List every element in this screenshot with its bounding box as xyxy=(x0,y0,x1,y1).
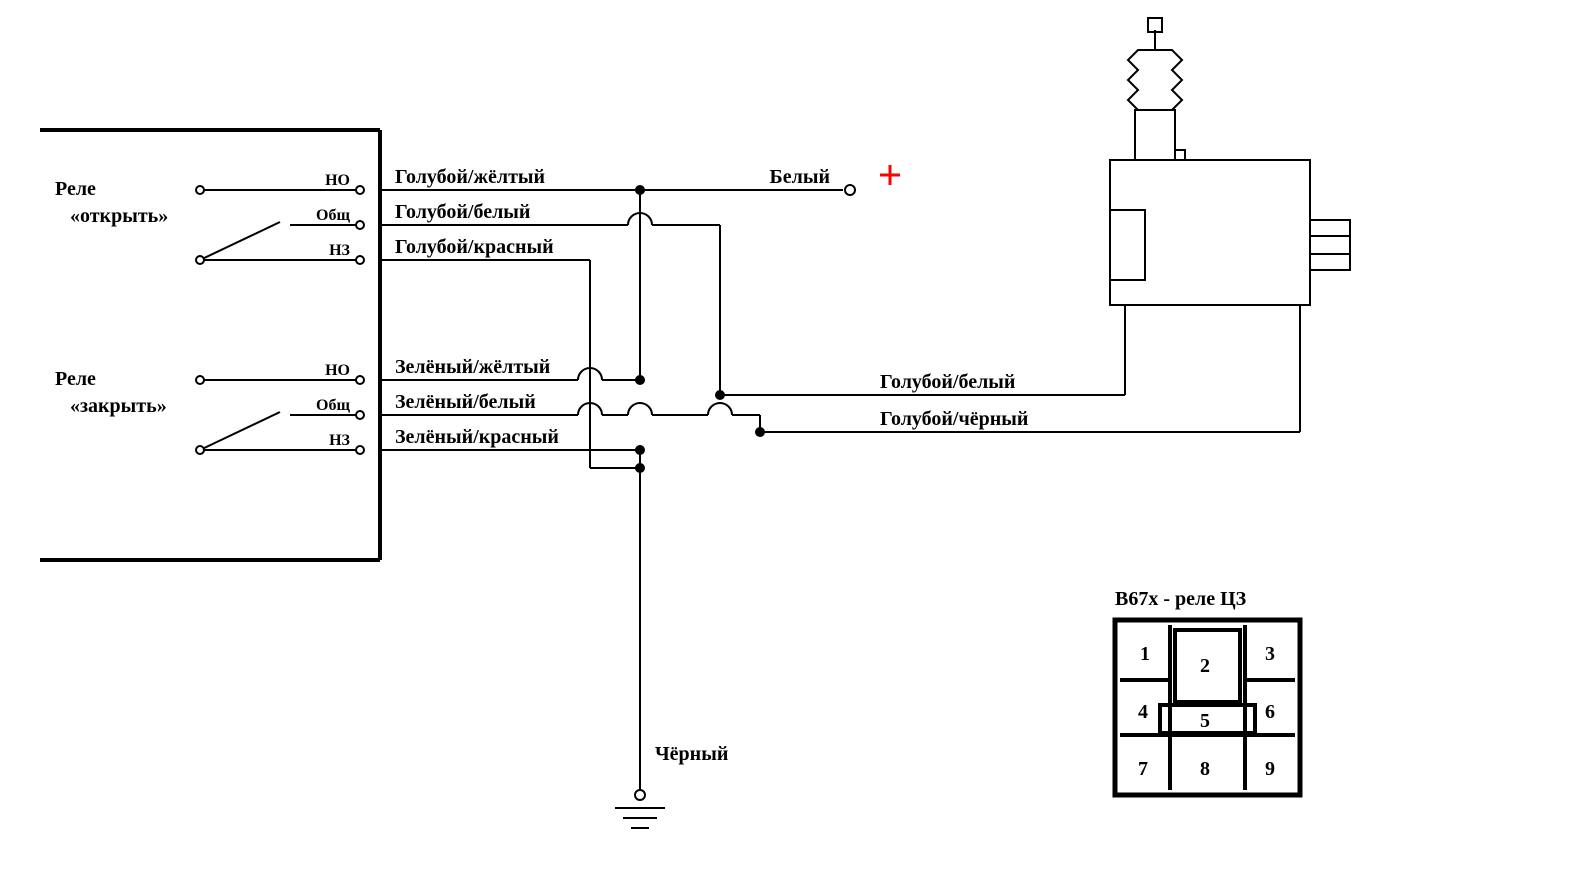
door-actuator-icon xyxy=(1110,18,1350,432)
wiring-diagram: Реле «открыть» НО Общ НЗ Реле «закрыть» … xyxy=(0,0,1582,875)
wire-close-no: Зелёный/жёлтый xyxy=(395,356,550,378)
pin-3: 3 xyxy=(1265,643,1275,665)
wire-close-com: Зелёный/белый xyxy=(395,391,536,413)
wire-close-nc: Зелёный/красный xyxy=(395,426,559,448)
relay-close-title-1: Реле xyxy=(55,368,96,390)
relay-close-nc-label: НЗ xyxy=(329,432,350,449)
connector-title: B67x - реле ЦЗ xyxy=(1115,588,1247,610)
relay-open: Реле «открыть» НО Общ НЗ xyxy=(55,172,364,264)
wire-open-com: Голубой/белый xyxy=(395,201,530,223)
relay-open-title-2: «открыть» xyxy=(70,205,168,227)
pin-6: 6 xyxy=(1265,701,1275,723)
actuator-feed: Голубой/белый Голубой/чёрный xyxy=(715,225,1300,437)
relay-open-com-label: Общ xyxy=(316,207,350,224)
relay-close-no-label: НО xyxy=(325,362,350,379)
pin-4: 4 xyxy=(1138,701,1148,723)
connector-b67x: B67x - реле ЦЗ 1 2 3 4 5 6 7 8 xyxy=(1115,588,1300,795)
pin-2: 2 xyxy=(1200,655,1210,677)
actuator-wire-top: Голубой/белый xyxy=(880,371,1015,393)
relay-open-no-label: НО xyxy=(325,172,350,189)
relay-open-title-1: Реле xyxy=(55,178,96,200)
plus-icon xyxy=(880,165,900,185)
positive-wire-label: Белый xyxy=(770,166,830,188)
relay-open-nc-label: НЗ xyxy=(329,242,350,259)
pin-8: 8 xyxy=(1200,758,1210,780)
wire-open-no: Голубой/жёлтый xyxy=(395,166,545,188)
actuator-wire-bottom: Голубой/чёрный xyxy=(880,408,1028,430)
wires-close: Зелёный/жёлтый Зелёный/белый Зелёный/кра… xyxy=(380,356,760,450)
relay-close-com-label: Общ xyxy=(316,397,350,414)
relay-close: Реле «закрыть» НО Общ НЗ xyxy=(55,362,364,454)
ground-wire-label: Чёрный xyxy=(655,743,728,765)
wires-open: Голубой/жёлтый Голубой/белый Голубой/кра… xyxy=(380,166,720,468)
pin-5: 5 xyxy=(1200,710,1210,732)
pin-9: 9 xyxy=(1265,758,1275,780)
wire-open-nc: Голубой/красный xyxy=(395,236,554,258)
positive-bus: Белый xyxy=(635,165,900,385)
relay-close-title-2: «закрыть» xyxy=(70,395,167,417)
pin-1: 1 xyxy=(1140,643,1150,665)
pin-7: 7 xyxy=(1138,758,1148,780)
ground-bus: Чёрный xyxy=(590,445,728,828)
